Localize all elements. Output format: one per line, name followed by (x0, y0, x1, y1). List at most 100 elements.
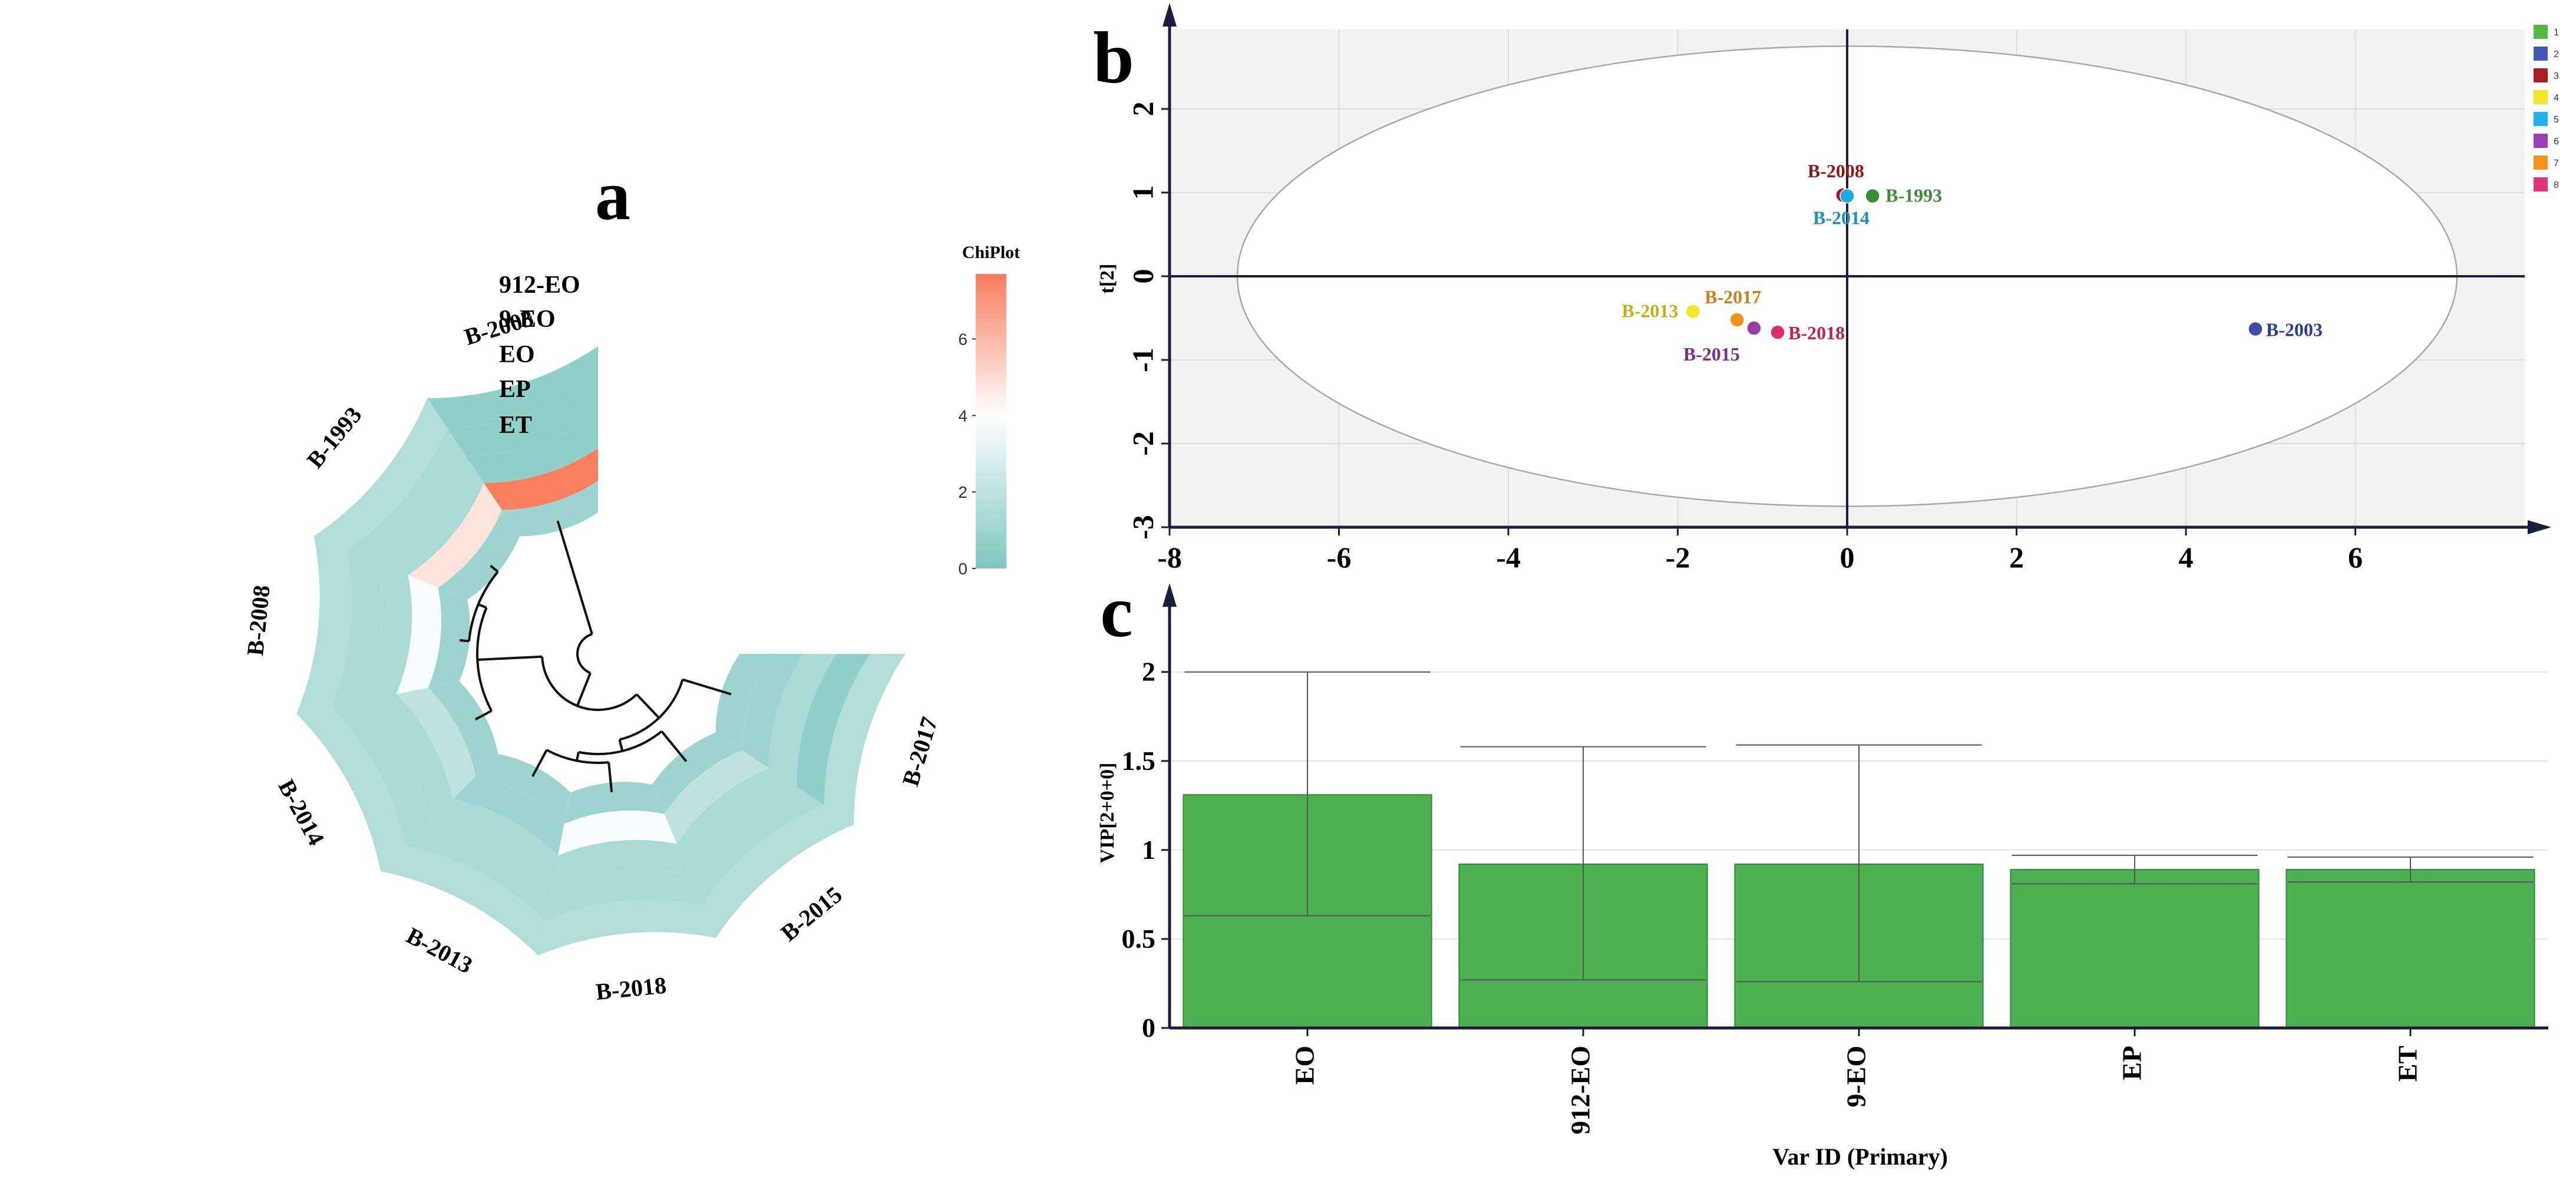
heatmap-cell (377, 455, 484, 576)
point-label: B-2015 (1683, 343, 1740, 365)
legend-swatch (2534, 156, 2548, 170)
panel-b-score-plot: -8 -6 -4 -2 0 2 4 6 -3 -2 -1 0 1 2 B-2008 B-1993 B-2014… (1093, 3, 2559, 574)
y-tick-label: 2 (1126, 101, 1159, 116)
x-tick-label: ET (2393, 1046, 2423, 1082)
heatmap-cell (465, 415, 598, 483)
y-axis-label: VIP[2+0+0] (1097, 763, 1118, 864)
heatmap-cell (564, 782, 665, 824)
y-tick-label: 2 (1142, 657, 1155, 687)
heatmap-row-labels: 912-EO 9-EO EO EP ET (499, 272, 580, 439)
y-tick-label: 1.5 (1122, 746, 1156, 776)
point-label: B-2008 (1808, 160, 1864, 181)
colorbar-tick-label: 6 (958, 330, 967, 348)
row-label: EP (499, 376, 531, 403)
bar (2286, 869, 2535, 1029)
panel-c-vip-bar-chart: EO 912-EO 9-EO EP ET 0 0.5 1 1.5 2 Var ID (Primar… (1097, 571, 2548, 1170)
y-axis-arrow (1162, 583, 1177, 607)
heatmap-cell (296, 536, 352, 714)
row-label: 912-EO (499, 272, 580, 299)
y-tick-label: -3 (1126, 515, 1159, 540)
dendrogram-branch (660, 730, 688, 762)
heatmap-rings (296, 346, 906, 955)
heatmap-cell (438, 510, 520, 600)
heatmap-cell (475, 753, 571, 824)
legend: 1 2 3 4 5 6 7 8 (2534, 25, 2559, 191)
x-tick-label: EO (1290, 1046, 1320, 1084)
score-point (1685, 303, 1701, 319)
x-tick-label: 6 (2348, 541, 2363, 574)
x-tick-label: EP (2117, 1046, 2147, 1080)
heatmap-cell (557, 810, 677, 856)
heatmap-cell (427, 346, 598, 428)
legend-swatch (2534, 47, 2548, 61)
legend-label: 6 (2554, 137, 2559, 147)
heatmap-cell (428, 587, 470, 688)
dendrogram-branch (618, 739, 624, 752)
heatmap-cell (551, 839, 689, 888)
heatmap-cell (364, 694, 453, 823)
x-tick-label: -8 (1157, 541, 1182, 574)
y-tick-label: 1 (1142, 835, 1155, 865)
score-point (2248, 321, 2263, 337)
legend-swatch (2534, 134, 2548, 148)
row-label: 9-EO (499, 306, 556, 333)
heatmap-cell (380, 846, 545, 955)
heatmap-cell (824, 654, 906, 825)
dendrogram-branch (531, 749, 548, 778)
sample-label: B-2018 (595, 972, 668, 1006)
x-tick-label: 0 (1840, 541, 1855, 574)
legend-label: 4 (2554, 93, 2559, 103)
legend-label: 8 (2554, 180, 2559, 190)
legend-label: 5 (2554, 115, 2559, 125)
score-point (1746, 320, 1762, 336)
legend-label: 1 (2554, 28, 2559, 38)
legend-swatch (2534, 112, 2548, 126)
x-axis-label: Var ID (Primary) (1772, 1143, 1948, 1170)
x-tick-label: 2 (2009, 541, 2024, 574)
y-tick-label: 0 (1142, 1013, 1155, 1043)
legend-swatch (2534, 68, 2548, 82)
sample-label: B-2015 (775, 881, 847, 947)
heatmap-cell (689, 786, 825, 905)
bar (2010, 869, 2260, 1029)
sample-label: B-2014 (273, 775, 330, 849)
sample-label: B-2017 (897, 714, 943, 789)
panel-letter-b: b (1093, 18, 1134, 99)
tick-labels: EO 912-EO 9-EO EP ET 0 0.5 1 1.5 2 (1122, 657, 2423, 1135)
dendrogram-branch (474, 709, 493, 721)
heatmap-cell (396, 687, 476, 799)
heatmap-cell (364, 563, 412, 701)
heatmap-cell (296, 707, 406, 872)
heatmap-cell (331, 550, 382, 707)
dendrogram-branch (576, 633, 593, 674)
dendrogram-branch (682, 678, 732, 696)
heatmap-cell (742, 654, 804, 768)
y-axis-label: t[2] (1097, 264, 1118, 294)
point-label: B-2017 (1705, 286, 1761, 308)
dendrogram-branch (546, 749, 609, 764)
heatmap-cell (396, 575, 442, 695)
heatmap-cell (676, 768, 797, 875)
dendrogram-branch (575, 752, 580, 761)
colorbar-title: ChiPlot (962, 243, 1020, 262)
x-tick-label: 4 (2179, 541, 2194, 574)
y-tick-label: -1 (1126, 348, 1159, 372)
score-point (1770, 325, 1785, 340)
score-points: B-2008 B-1993 B-2014 B-2013 B-2017 B-2015 B-20… (1621, 160, 2323, 365)
row-label: ET (499, 412, 532, 439)
sample-label: B-1993 (302, 402, 367, 473)
heatmap-cell (453, 776, 564, 856)
dendrogram-branch (636, 693, 660, 719)
legend-swatch (2534, 25, 2548, 39)
row-label: EO (499, 341, 535, 368)
heatmap-cell (331, 700, 430, 847)
sample-label: B-2013 (402, 922, 477, 978)
y-axis-arrow (1162, 3, 1177, 27)
panel-letter-c: c (1100, 571, 1132, 653)
dendrogram-branch (490, 564, 499, 573)
heatmap-cell (715, 654, 771, 750)
x-tick-label: 912-EO (1566, 1046, 1596, 1135)
y-tick-label: 1 (1126, 185, 1159, 200)
heatmap-cell (544, 869, 702, 921)
